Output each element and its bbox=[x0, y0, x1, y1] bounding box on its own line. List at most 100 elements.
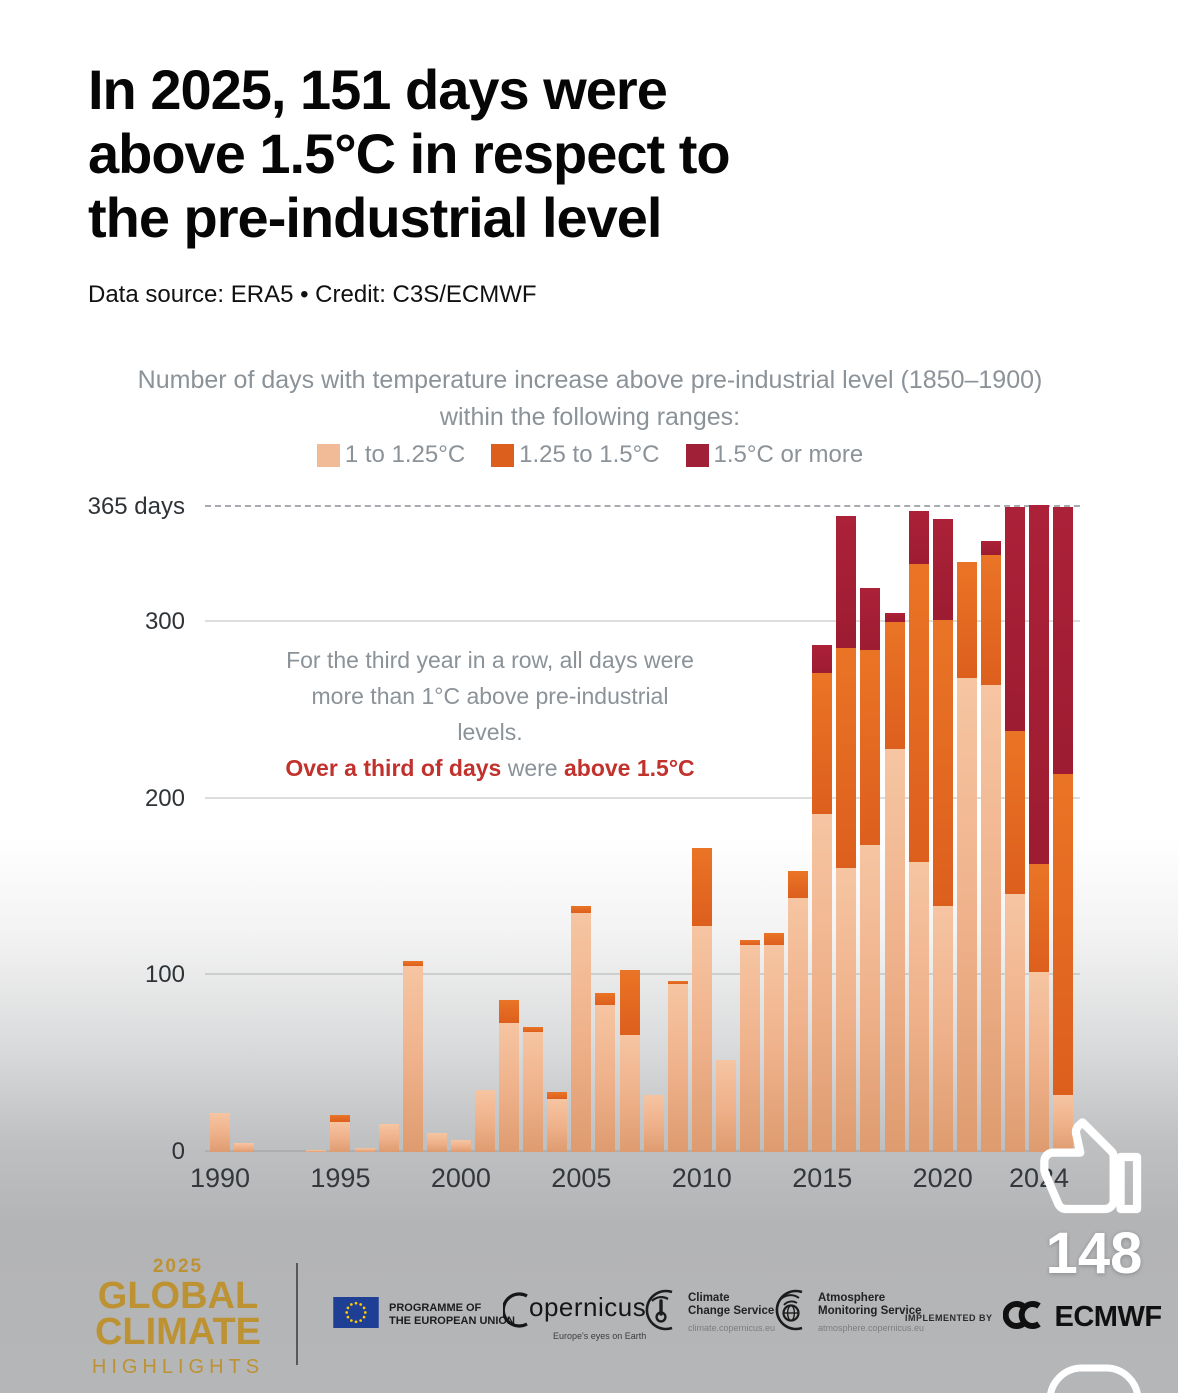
x-tick-2000: 2000 bbox=[430, 1163, 491, 1193]
legend-swatch-light-icon bbox=[316, 443, 340, 467]
x-axis-labels: 1990 1995 2000 2005 2010 2015 2020 2024 bbox=[190, 1163, 1080, 1199]
annotation-highlight-1: Over a third of days bbox=[285, 755, 502, 781]
bar-2017-segment-2 bbox=[860, 588, 881, 651]
bar-2004 bbox=[547, 1091, 568, 1152]
bar-1998-segment-0 bbox=[402, 966, 423, 1152]
brand-climate: CLIMATE bbox=[94, 1311, 262, 1353]
bar-2017-segment-1 bbox=[860, 650, 881, 845]
ccs-name-line-2: Change Service bbox=[688, 1305, 775, 1317]
chart-legend: 1 to 1.25°C 1.25 to 1.5°C 1.5°C or more bbox=[60, 441, 1120, 469]
brand-global: GLOBAL bbox=[97, 1275, 259, 1317]
legend-swatch-darkred-icon bbox=[685, 443, 709, 467]
chart-subtitle: Number of days with temperature increase… bbox=[60, 362, 1120, 436]
bar-2024-segment-2 bbox=[1029, 505, 1050, 864]
data-source-credit: Data source: ERA5 • Credit: C3S/ECMWF bbox=[88, 281, 537, 308]
eu-flag-icon bbox=[333, 1297, 379, 1333]
bar-2025-segment-2 bbox=[1053, 507, 1074, 774]
legend-item-1-25-to-1-5: 1.25 to 1.5°C bbox=[491, 441, 660, 469]
like-button[interactable] bbox=[1040, 1118, 1144, 1222]
bar-2001-segment-0 bbox=[474, 1090, 495, 1152]
legend-label: 1 to 1.25°C bbox=[344, 441, 466, 468]
ams-name-line-1: Atmosphere bbox=[818, 1292, 886, 1304]
x-tick-2020: 2020 bbox=[912, 1163, 973, 1193]
bar-1997-segment-0 bbox=[378, 1123, 399, 1152]
gridline-300 bbox=[205, 619, 1080, 622]
annotation-gray-part: were bbox=[501, 755, 564, 781]
legend-label: 1.5°C or more bbox=[713, 441, 864, 468]
eu-label-line-1: PROGRAMME OF bbox=[389, 1302, 482, 1314]
bar-chart-plot-area bbox=[205, 505, 1080, 1152]
bar-2009 bbox=[667, 980, 688, 1152]
bar-2015 bbox=[812, 644, 833, 1152]
bar-2005-segment-1 bbox=[571, 906, 592, 914]
bar-2020-segment-0 bbox=[932, 906, 953, 1152]
bar-2021-segment-0 bbox=[956, 678, 977, 1152]
bar-2018 bbox=[884, 613, 905, 1152]
eu-programme-label: PROGRAMME OF THE EUROPEAN UNION bbox=[389, 1302, 515, 1328]
bar-2021-segment-1 bbox=[956, 561, 977, 679]
climate-change-service-icon bbox=[638, 1288, 680, 1337]
bar-2017 bbox=[860, 588, 881, 1152]
bar-2009-segment-0 bbox=[667, 984, 688, 1152]
bar-2001 bbox=[474, 1090, 495, 1152]
bar-2012-segment-1 bbox=[739, 939, 760, 946]
copernicus-logo: opernicus Europe's eyes on Earth bbox=[501, 1292, 647, 1341]
bar-1999-segment-0 bbox=[426, 1132, 447, 1152]
copernicus-wordmark: opernicus bbox=[529, 1292, 647, 1322]
bar-1996 bbox=[354, 1148, 375, 1152]
bar-2014 bbox=[788, 871, 809, 1152]
implemented-by-label: IMPLEMENTED BY bbox=[905, 1312, 993, 1323]
bar-2004-segment-1 bbox=[547, 1091, 568, 1099]
x-tick-1990: 1990 bbox=[189, 1163, 251, 1193]
bar-2002-segment-1 bbox=[499, 1000, 520, 1023]
y-tick-100: 100 bbox=[144, 961, 185, 989]
brand-year: 2025 bbox=[152, 1256, 204, 1277]
bar-2009-segment-1 bbox=[667, 980, 688, 985]
comment-button[interactable] bbox=[1044, 1362, 1144, 1393]
bar-2007 bbox=[619, 970, 640, 1152]
bar-2019-segment-1 bbox=[908, 563, 929, 863]
title-line-1: In 2025, 151 days were bbox=[88, 58, 668, 121]
bar-2024 bbox=[1029, 505, 1050, 1152]
title-line-3: the pre-industrial level bbox=[88, 186, 662, 249]
legend-label: 1.25 to 1.5°C bbox=[519, 441, 660, 468]
bar-2013-segment-1 bbox=[764, 932, 785, 946]
y-tick-300: 300 bbox=[144, 607, 185, 635]
bar-1998 bbox=[402, 961, 423, 1152]
x-tick-1995: 1995 bbox=[310, 1163, 371, 1193]
x-tick-2005: 2005 bbox=[551, 1163, 612, 1193]
bar-1994-segment-0 bbox=[306, 1150, 327, 1152]
bar-2020-segment-2 bbox=[932, 519, 953, 621]
bar-2003-segment-1 bbox=[523, 1026, 544, 1032]
bar-2025-segment-1 bbox=[1053, 773, 1074, 1096]
x-tick-2024: 2024 bbox=[1009, 1163, 1070, 1193]
bar-2016-segment-2 bbox=[836, 515, 857, 649]
bar-1995-segment-1 bbox=[330, 1114, 351, 1122]
bar-2024-segment-1 bbox=[1029, 863, 1050, 972]
chart-annotation: For the third year in a row, all days we… bbox=[230, 642, 750, 786]
bar-2012-segment-0 bbox=[739, 945, 760, 1152]
bar-2015-segment-0 bbox=[812, 814, 833, 1152]
y-tick-365: 365 days bbox=[87, 493, 185, 520]
bar-2004-segment-0 bbox=[547, 1099, 568, 1152]
thumbs-up-icon bbox=[1040, 1118, 1144, 1225]
bar-2002 bbox=[499, 1000, 520, 1152]
bar-1995-segment-0 bbox=[330, 1121, 351, 1152]
bar-2016-segment-1 bbox=[836, 648, 857, 868]
atmosphere-monitoring-service-logo: Atmosphere Monitoring Service atmosphere… bbox=[768, 1288, 924, 1337]
title-line-2: above 1.5°C in respect to bbox=[88, 122, 731, 185]
bar-2018-segment-1 bbox=[884, 621, 905, 750]
footer-divider bbox=[296, 1263, 298, 1365]
bar-2022 bbox=[980, 540, 1001, 1152]
ams-url: atmosphere.copernicus.eu bbox=[818, 1323, 925, 1333]
annotation-highlight-2: above 1.5°C bbox=[564, 755, 695, 781]
bar-2022-segment-2 bbox=[980, 540, 1001, 555]
gridline-100 bbox=[205, 973, 1080, 976]
chart-subtitle-line-2: within the following ranges: bbox=[439, 403, 741, 431]
bar-2014-segment-0 bbox=[788, 897, 809, 1152]
bar-1991 bbox=[234, 1143, 255, 1152]
atmosphere-monitoring-service-icon bbox=[768, 1288, 810, 1337]
bar-1998-segment-1 bbox=[402, 961, 423, 967]
x-tick-2010: 2010 bbox=[671, 1163, 732, 1193]
climate-change-service-logo: Climate Change Service climate.copernicu… bbox=[638, 1288, 775, 1337]
